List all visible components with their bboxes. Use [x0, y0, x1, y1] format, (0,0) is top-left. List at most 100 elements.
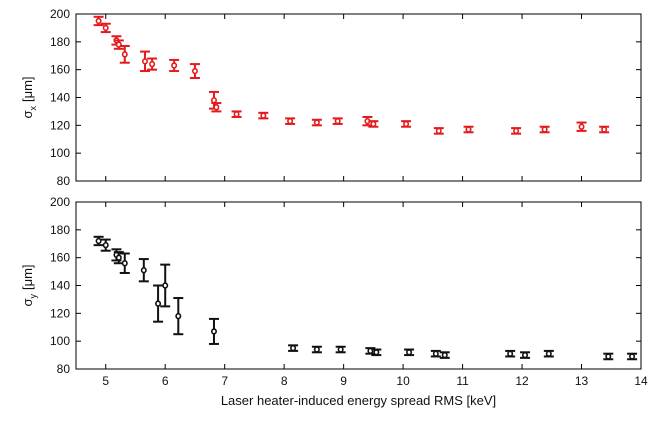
data-marker [95, 17, 102, 25]
x-tick-label: 12 [515, 374, 529, 388]
data-point [511, 127, 522, 135]
data-point [173, 297, 184, 336]
data-marker [435, 127, 442, 135]
series-1 [93, 235, 638, 361]
data-marker [162, 282, 169, 289]
data-marker [191, 67, 198, 75]
data-marker [334, 117, 341, 125]
data-point [311, 118, 322, 127]
y-tick-label: 120 [50, 118, 70, 132]
data-point [119, 45, 130, 64]
data-point [160, 263, 171, 308]
x-tick-label: 11 [456, 374, 469, 388]
data-marker [313, 119, 320, 126]
data-marker [432, 350, 439, 357]
data-point [627, 352, 638, 361]
y-tick-label: 160 [50, 251, 70, 265]
data-marker [102, 24, 109, 32]
y-axis-label: σy [μm] [20, 264, 38, 306]
data-point [93, 235, 104, 247]
y-tick-label: 140 [50, 279, 70, 293]
data-marker [406, 349, 413, 356]
data-point [599, 125, 610, 134]
y-tick-label: 100 [50, 146, 70, 160]
y-axis-label-symbol: σ [20, 299, 35, 307]
x-tick-label: 8 [281, 374, 288, 388]
data-point [208, 317, 219, 345]
x-tick-label: 13 [575, 374, 589, 388]
data-point [543, 349, 554, 358]
data-marker [337, 346, 344, 353]
y-tick-label: 100 [50, 334, 70, 348]
data-point [258, 111, 269, 120]
data-marker [578, 123, 585, 130]
data-point [335, 345, 346, 354]
data-marker [313, 346, 320, 353]
data-point [211, 102, 222, 113]
data-marker [373, 349, 380, 356]
y-tick-label: 180 [50, 223, 70, 237]
data-marker [260, 112, 267, 119]
y-tick-label: 80 [57, 362, 71, 376]
x-tick-label: 14 [634, 374, 648, 388]
data-point [371, 348, 382, 357]
data-point [138, 258, 149, 283]
data-marker [210, 328, 217, 335]
data-marker [545, 350, 552, 357]
data-marker [629, 353, 636, 360]
x-tick-label: 9 [340, 374, 347, 388]
data-marker [95, 237, 102, 245]
data-point [93, 15, 104, 27]
data-marker [507, 350, 514, 357]
data-point [332, 117, 343, 125]
y-tick-label: 200 [50, 7, 70, 21]
data-point [404, 348, 415, 357]
data-point [153, 284, 164, 323]
data-marker [465, 126, 472, 133]
data-point [288, 344, 299, 352]
data-point [189, 63, 200, 80]
data-marker [601, 126, 608, 133]
data-marker [213, 104, 220, 111]
y-axis-label-unit: [μm] [20, 76, 35, 102]
data-marker [171, 62, 178, 69]
panel-2: 80 100 120 140 160 180 200 5 6 7 8 9 10 11 12 13 14 σy [μm… [20, 195, 648, 408]
panel-1: 80 100 120 140 160 180 200 σx [μm] [20, 7, 642, 188]
y-tick-label: 140 [50, 91, 70, 105]
data-point [231, 110, 242, 118]
x-tick-label: 6 [162, 374, 169, 388]
data-marker [141, 58, 148, 65]
y-tick-label: 180 [50, 35, 70, 49]
data-point [113, 39, 124, 50]
data-point [368, 120, 379, 128]
data-marker [403, 120, 410, 128]
x-tick-label: 10 [396, 374, 410, 388]
data-marker [441, 351, 448, 359]
data-marker [513, 127, 520, 135]
y-axis-label-unit: [μm] [20, 264, 35, 290]
data-marker [233, 110, 240, 118]
x-tick-label: 5 [102, 374, 109, 388]
data-point [169, 58, 180, 73]
y-axis-label-symbol: σ [20, 111, 35, 119]
plot-frame [75, 13, 642, 182]
data-marker [175, 312, 182, 320]
data-marker [121, 51, 128, 58]
series-1 [93, 15, 610, 135]
data-marker [115, 254, 122, 261]
data-point [100, 22, 111, 34]
data-point [505, 349, 516, 358]
data-point [463, 125, 474, 134]
data-marker [155, 300, 162, 307]
y-tick-label: 200 [50, 195, 70, 209]
data-marker [605, 353, 612, 360]
data-marker [140, 266, 147, 274]
data-marker [102, 241, 109, 249]
y-tick-label: 80 [57, 174, 71, 188]
data-point [520, 351, 531, 359]
data-marker [149, 60, 156, 68]
data-point [401, 120, 412, 128]
data-marker [541, 126, 548, 133]
y-axis-label-subscript: y [28, 294, 38, 299]
